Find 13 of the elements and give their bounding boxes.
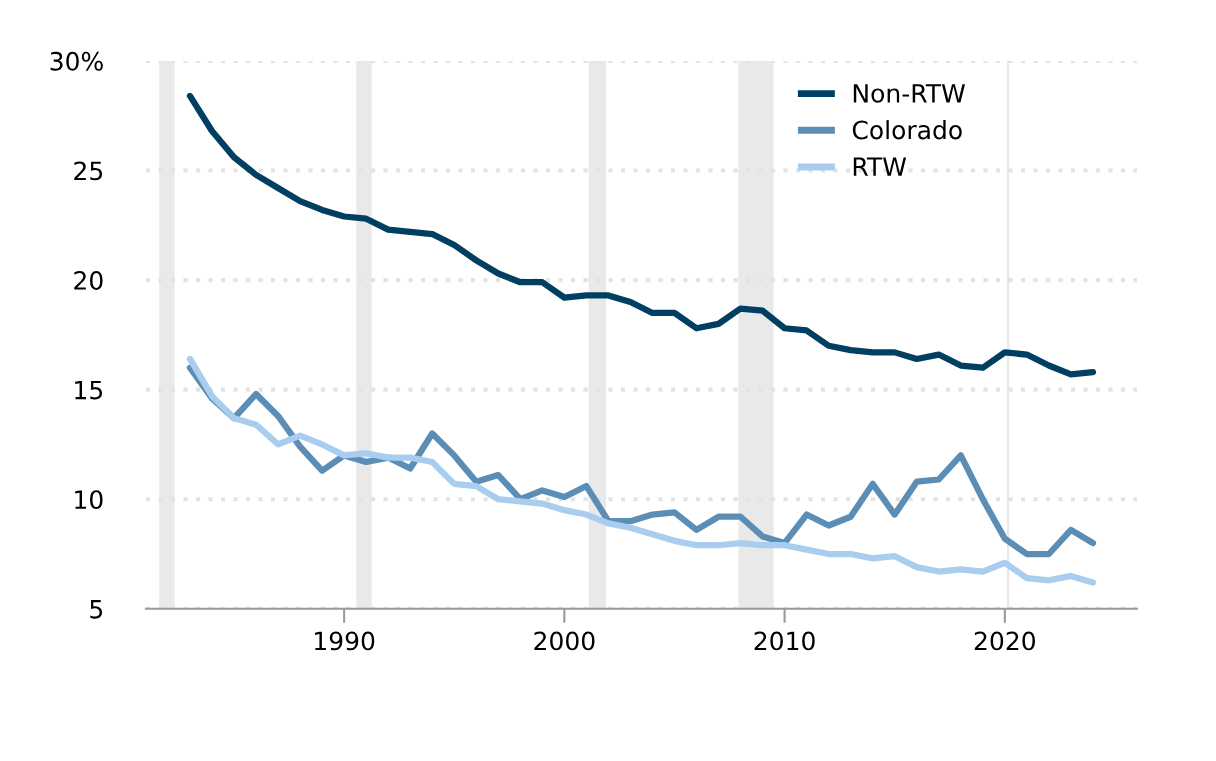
y-tick-label: 30% [50,51,103,71]
legend-label: Non-RTW [853,84,965,103]
y-tick-label: 25 [74,161,103,181]
legend-label: Colorado [852,120,962,140]
legend-label: RTW [853,157,907,176]
x-tick-label: 2000 [534,631,595,651]
x-tick-label: 1990 [315,631,375,651]
y-tick-label: 10 [75,490,103,510]
y-tick-label: 5 [90,600,103,619]
x-tick-label: 2010 [754,631,815,651]
x-tick-label: 2020 [974,631,1035,651]
y-tick-label: 15 [75,380,103,400]
y-tick-label: 20 [74,270,103,290]
